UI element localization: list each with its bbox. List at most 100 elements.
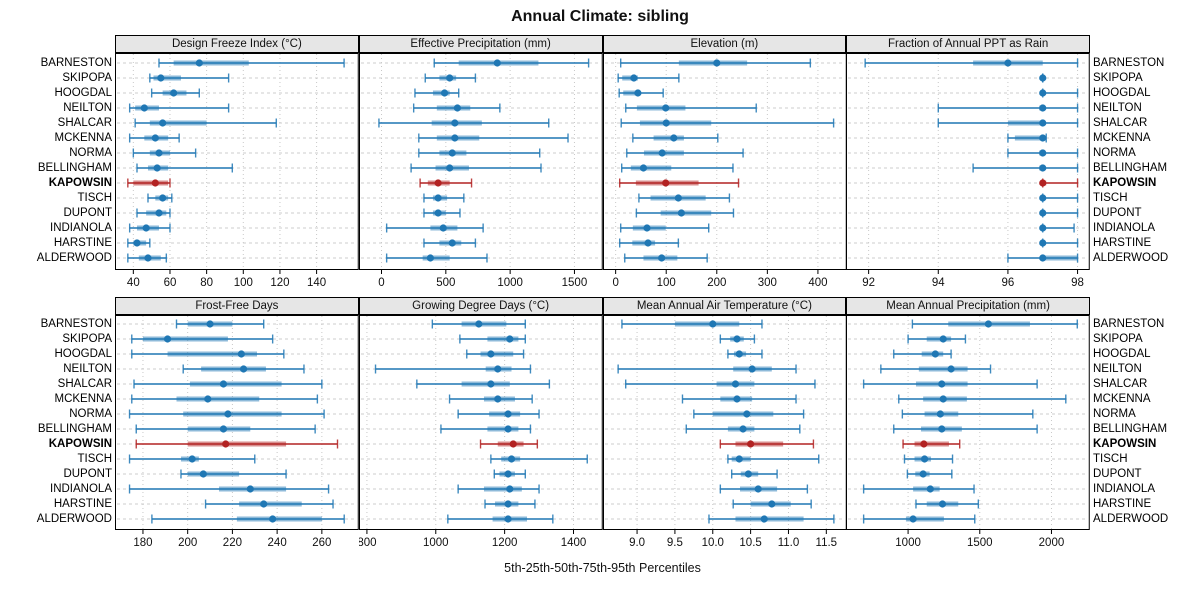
percentile-row-alderwood-design-freeze-index	[127, 253, 168, 263]
percentile-row-tisch-mean-annual-air-temperature	[726, 454, 819, 464]
percentile-row-shalcar-fraction-annual-ppt-as-rain	[937, 118, 1079, 128]
median-dot	[487, 380, 495, 388]
median-dot	[669, 134, 677, 142]
percentile-row-bellingham-fraction-annual-ppt-as-rain	[972, 163, 1079, 173]
median-dot	[448, 149, 456, 157]
tick-label-effective-precipitation: 0	[378, 277, 384, 289]
site-label-right-bellingham: BELLINGHAM	[1093, 423, 1168, 435]
site-label-left-shalcar: SHALCAR	[57, 378, 112, 390]
panel-elevation: Elevation (m) 0 100 200 300 400	[602, 35, 847, 290]
median-dot	[505, 485, 514, 493]
percentile-row-hoogdal-growing-degree-days	[465, 349, 525, 359]
site-label-right-indianola: INDIANOLA	[1093, 483, 1155, 495]
site-label-right-dupont: DUPONT	[1093, 207, 1142, 219]
median-dot	[1039, 179, 1047, 187]
percentile-row-dupont-mean-annual-air-temperature	[730, 469, 778, 479]
site-label-left-harstine: HARSTINE	[53, 237, 112, 249]
median-dot	[658, 149, 666, 157]
strip-title-design-freeze-index: Design Freeze Index (°C)	[115, 35, 359, 53]
median-dot	[1039, 134, 1047, 142]
median-dot	[504, 425, 512, 433]
site-label-right-mckenna: MCKENNA	[1093, 132, 1151, 144]
tick-label-frost-free-days: 240	[268, 537, 287, 549]
median-dot	[712, 59, 720, 67]
percentile-row-barneston-fraction-annual-ppt-as-rain	[864, 58, 1079, 68]
tick-label-mean-annual-air-temperature: 10.5	[739, 537, 761, 549]
percentile-row-barneston-mean-annual-precipitation	[911, 319, 1079, 329]
percentile-row-shalcar-elevation	[620, 118, 834, 128]
percentile-row-alderwood-effective-precipitation	[385, 253, 488, 263]
tick-label-frost-free-days: 200	[178, 537, 197, 549]
percentile-row-shalcar-frost-free-days	[133, 379, 323, 389]
median-dot	[931, 350, 940, 358]
percentile-row-shalcar-mean-annual-air-temperature	[624, 379, 816, 389]
strip-title-fraction-annual-ppt-as-rain: Fraction of Annual PPT as Rain	[846, 35, 1090, 53]
median-dot	[1039, 254, 1047, 262]
median-dot	[936, 410, 945, 418]
median-dot	[224, 410, 232, 418]
percentile-row-barneston-design-freeze-index	[158, 58, 345, 68]
median-dot	[142, 224, 150, 232]
median-dot	[155, 209, 163, 217]
percentile-row-mckenna-mean-annual-precipitation	[898, 394, 1067, 404]
percentile-row-harstine-mean-annual-precipitation	[915, 499, 980, 509]
percentile-row-mckenna-mean-annual-air-temperature	[681, 394, 797, 404]
tick-label-elevation: 0	[612, 277, 618, 289]
tick-label-mean-annual-precipitation: 1000	[896, 537, 922, 549]
tick-label-growing-degree-days: 1200	[492, 537, 518, 549]
percentile-row-skipopa-mean-annual-precipitation	[907, 334, 967, 344]
median-dot	[493, 365, 502, 373]
median-dot	[746, 440, 754, 448]
percentile-row-bellingham-mean-annual-precipitation	[893, 424, 1039, 434]
percentile-row-indianola-design-freeze-index	[128, 223, 171, 233]
percentile-row-hoogdal-mean-annual-air-temperature	[726, 349, 763, 359]
percentile-row-neilton-elevation	[624, 103, 757, 113]
percentile-row-harstine-effective-precipitation	[423, 238, 476, 248]
median-dot	[1039, 239, 1047, 247]
panel-fraction-annual-ppt-as-rain: Fraction of Annual PPT as Rain 92 94 96 98	[846, 35, 1090, 290]
tick-label-design-freeze-index: 80	[200, 277, 213, 289]
tick-label-fraction-annual-ppt-as-rain: 96	[1002, 277, 1015, 289]
median-dot	[474, 320, 483, 328]
plot-area-growing-degree-days: 800 1000 1200 1400	[358, 315, 603, 549]
tick-label-frost-free-days: 260	[312, 537, 331, 549]
site-label-left-bellingham: BELLINGHAM	[37, 162, 112, 174]
site-label-left-alderwood: ALDERWOOD	[36, 513, 112, 525]
percentile-row-kapowsin-elevation	[618, 178, 739, 188]
site-label-left-mckenna: MCKENNA	[54, 132, 112, 144]
site-label-left-mckenna: MCKENNA	[54, 393, 112, 405]
site-label-left-skipopa: SKIPOPA	[62, 72, 112, 84]
percentile-row-bellingham-frost-free-days	[135, 424, 316, 434]
panel-design-freeze-index: Design Freeze Index (°C) 40 60 80 100 120 140	[115, 35, 359, 290]
percentile-row-skipopa-growing-degree-days	[458, 334, 526, 344]
percentile-row-tisch-elevation	[637, 193, 730, 203]
median-dot	[639, 164, 647, 172]
site-label-right-alderwood: ALDERWOOD	[1093, 252, 1169, 264]
percentile-row-kapowsin-design-freeze-index	[127, 178, 171, 188]
tick-label-fraction-annual-ppt-as-rain: 98	[1071, 277, 1084, 289]
percentile-row-mckenna-effective-precipitation	[417, 133, 569, 143]
strip-title-elevation: Elevation (m)	[602, 35, 847, 53]
strip-title-frost-free-days: Frost-Free Days	[115, 297, 359, 315]
percentile-row-mckenna-elevation	[631, 133, 718, 143]
percentile-row-indianola-effective-precipitation	[385, 223, 484, 233]
percentile-row-hoogdal-fraction-annual-ppt-as-rain	[1039, 88, 1079, 98]
median-dot	[504, 500, 512, 508]
percentile-row-hoogdal-mean-annual-precipitation	[893, 349, 953, 359]
percentile-row-norma-mean-annual-air-temperature	[692, 409, 804, 419]
median-dot	[738, 425, 747, 433]
site-label-left-bellingham: BELLINGHAM	[37, 423, 112, 435]
percentile-row-kapowsin-mean-annual-precipitation	[902, 439, 961, 449]
percentile-row-alderwood-mean-annual-precipitation	[863, 514, 976, 524]
percentile-row-indianola-elevation	[619, 223, 709, 233]
percentile-row-indianola-growing-degree-days	[457, 484, 540, 494]
median-dot	[246, 485, 254, 493]
percentile-row-bellingham-growing-degree-days	[439, 424, 531, 434]
median-dot	[504, 410, 512, 418]
percentile-row-mckenna-growing-degree-days	[448, 394, 533, 404]
median-dot	[748, 365, 756, 373]
median-dot	[219, 380, 228, 388]
median-dot	[504, 515, 512, 523]
percentile-row-bellingham-elevation	[620, 163, 734, 173]
percentile-row-harstine-growing-degree-days	[484, 499, 536, 509]
